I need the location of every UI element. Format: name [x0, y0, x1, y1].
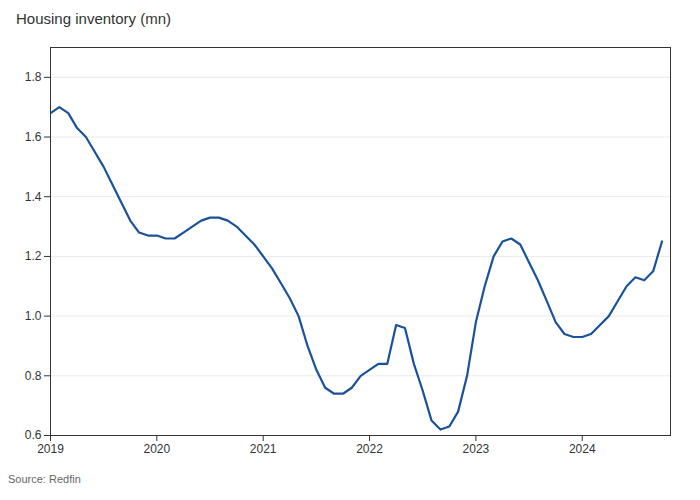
html-text:Housing inventory (mn): Housing inventory (mn): [16, 10, 172, 27]
svg-text:2023: 2023: [463, 442, 490, 456]
svg-text:1.6: 1.6: [25, 130, 42, 144]
svg-text:2021: 2021: [250, 442, 277, 456]
svg-text:2020: 2020: [143, 442, 170, 456]
html-text:Source: Redfin: Source: Redfin: [8, 473, 81, 485]
svg-text:0.6: 0.6: [25, 428, 42, 442]
svg-text:2019: 2019: [37, 442, 64, 456]
svg-text:1.4: 1.4: [25, 190, 42, 204]
svg-text:2022: 2022: [356, 442, 383, 456]
svg-text:1.8: 1.8: [25, 70, 42, 84]
svg-text:2024: 2024: [569, 442, 596, 456]
svg-text:0.8: 0.8: [25, 369, 42, 383]
svg-text:1.0: 1.0: [25, 309, 42, 323]
svg-text:1.2: 1.2: [25, 249, 42, 263]
